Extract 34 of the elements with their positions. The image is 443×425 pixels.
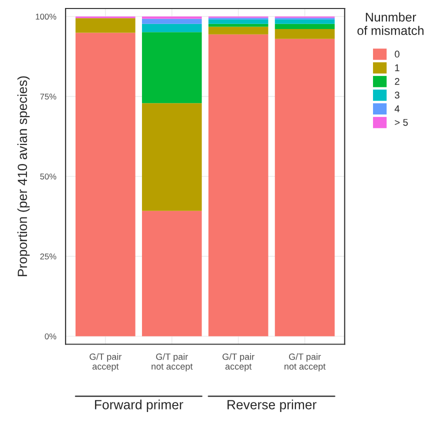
legend-label: 1	[395, 64, 400, 72]
x-tick-label: G/T pair not accept	[284, 353, 326, 372]
bar	[76, 32, 136, 336]
bar	[274, 24, 335, 29]
bar	[274, 19, 335, 24]
bar	[142, 24, 202, 32]
y-tick-label: 50%	[40, 174, 56, 180]
legend-label: 4	[394, 105, 400, 112]
bar	[142, 16, 202, 19]
y-tick-label: 0%	[44, 333, 56, 340]
bar	[208, 19, 268, 24]
y-tick-label: 25%	[40, 254, 56, 260]
bar	[142, 18, 202, 24]
x-tick-label: G/T pair not accept	[152, 353, 193, 372]
bar	[142, 210, 202, 336]
y-tick-label: 100%	[36, 14, 56, 20]
x-tick-label: G/T pair accept	[222, 353, 254, 372]
legend-label: 3	[394, 92, 400, 99]
text: Forward primer	[95, 400, 184, 412]
bar	[142, 32, 202, 104]
text: Reverse primer	[228, 400, 316, 412]
x-tick-label: G/T pair accept	[90, 353, 122, 372]
legend-label: > 5	[394, 119, 408, 126]
bar	[142, 103, 202, 211]
legend-label: 2	[394, 78, 400, 85]
y-tick-label: 75%	[40, 94, 56, 100]
bar	[208, 34, 268, 336]
bar	[274, 28, 335, 39]
y-axis-title: Proportion (per 410 avian species)	[17, 76, 30, 276]
bar	[76, 18, 136, 33]
legend-title: Nunmber of mismatch	[357, 12, 424, 36]
bar	[208, 26, 268, 34]
legend-label: 0	[394, 50, 400, 58]
bar	[274, 38, 335, 336]
